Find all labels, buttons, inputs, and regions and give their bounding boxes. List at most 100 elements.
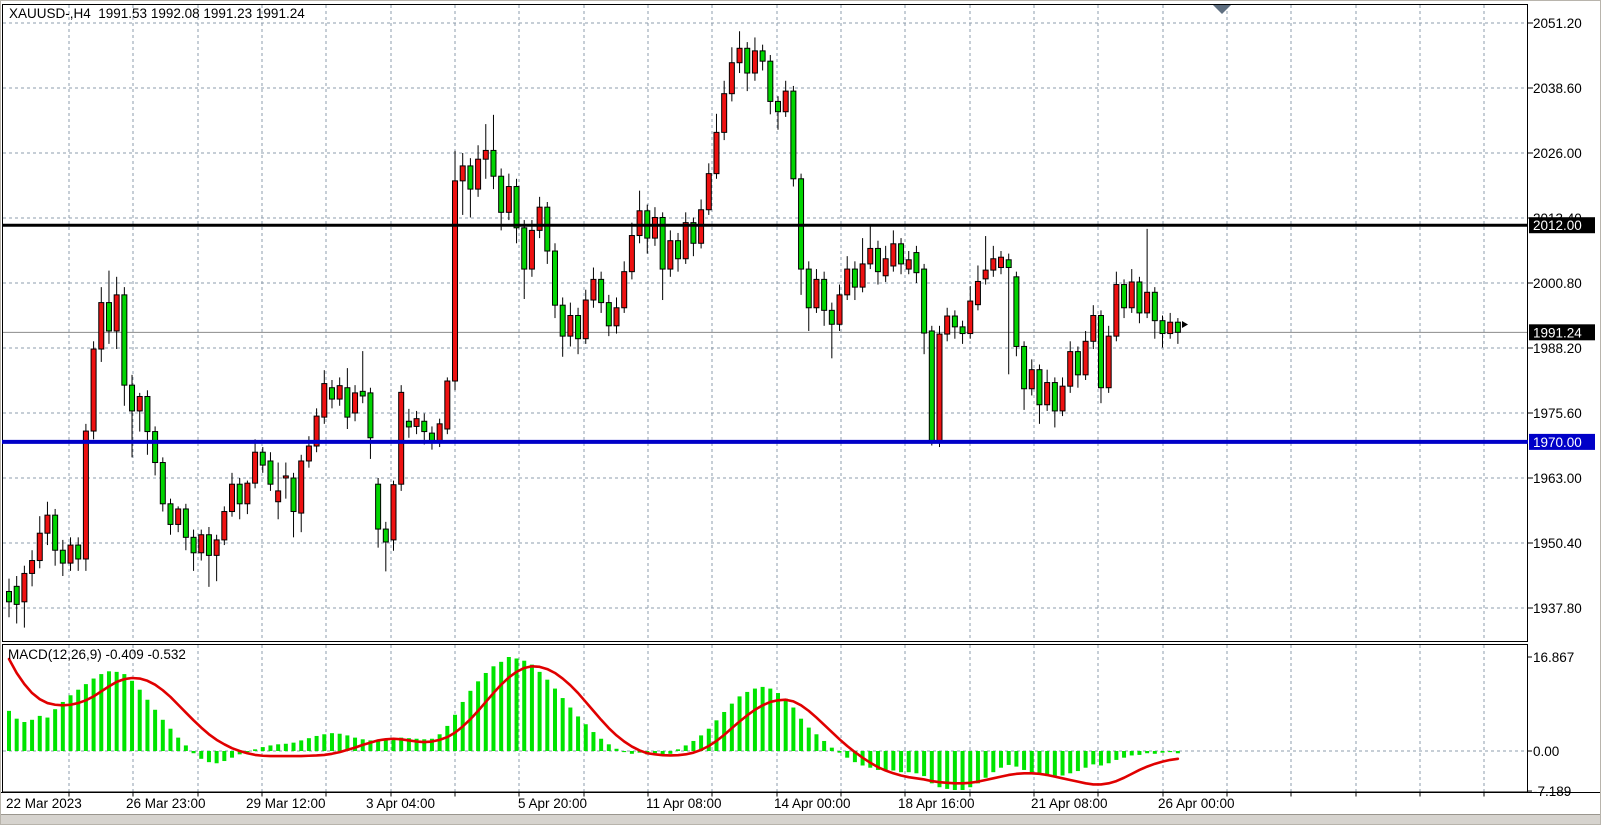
macd-bar bbox=[929, 751, 934, 784]
axis-label: -7.189 bbox=[1533, 784, 1571, 799]
candle-bull bbox=[36, 532, 43, 562]
candle-bull bbox=[567, 315, 574, 337]
candle-bull bbox=[721, 93, 728, 133]
candle-bull bbox=[113, 294, 120, 332]
candle-bull bbox=[1105, 335, 1112, 389]
macd-bar bbox=[1014, 751, 1019, 767]
macd-bar bbox=[376, 740, 381, 751]
price-tags: 2012.00 1991.24 1970.00 bbox=[1529, 217, 1595, 450]
candle-bear bbox=[1174, 321, 1181, 333]
candle-bear bbox=[6, 590, 12, 603]
candle-bull bbox=[936, 333, 943, 444]
macd-bar bbox=[660, 751, 665, 756]
candle-bull bbox=[736, 47, 743, 64]
macd-bar bbox=[322, 734, 327, 751]
candle-bull bbox=[21, 572, 28, 603]
macd-bar bbox=[783, 698, 788, 751]
time-label: 18 Apr 16:00 bbox=[898, 796, 975, 811]
candle-bull bbox=[390, 484, 397, 541]
macd-bar bbox=[752, 688, 757, 751]
macd-bar bbox=[1114, 751, 1119, 760]
macd-bar bbox=[983, 751, 988, 778]
candle-bear bbox=[575, 315, 582, 340]
candle-bull bbox=[867, 247, 874, 265]
macd-bar bbox=[1006, 751, 1011, 765]
macd-bar bbox=[1075, 751, 1080, 772]
macd-bar bbox=[1037, 751, 1042, 775]
macd-bar bbox=[160, 719, 165, 751]
candle-bear bbox=[1013, 276, 1020, 347]
macd-bar bbox=[714, 720, 719, 751]
candle-bear bbox=[775, 100, 781, 113]
time-label: 3 Apr 04:00 bbox=[366, 796, 435, 811]
candle-bear bbox=[75, 544, 82, 560]
last-close-marker-icon bbox=[1182, 321, 1188, 328]
candle-bull bbox=[751, 50, 758, 74]
candle-bear bbox=[152, 431, 159, 464]
price-tag bbox=[1529, 217, 1595, 234]
macd-bar bbox=[1022, 751, 1027, 770]
candlesticks[interactable] bbox=[6, 31, 1181, 628]
candle-bear bbox=[190, 536, 197, 554]
time-label: 26 Mar 23:00 bbox=[126, 796, 206, 811]
candle-bear bbox=[598, 278, 605, 304]
price-tag-text: 2012.00 bbox=[1533, 218, 1582, 233]
candle-bull bbox=[621, 271, 628, 309]
candle-bear bbox=[1136, 281, 1143, 314]
candle-bull bbox=[352, 392, 359, 414]
macd-bar bbox=[30, 719, 35, 751]
macd-bar bbox=[114, 671, 119, 751]
candle-bull bbox=[536, 206, 543, 231]
macd-bar bbox=[68, 695, 73, 751]
macd-bar bbox=[130, 680, 135, 751]
macd-bar bbox=[437, 734, 442, 751]
macd-bar bbox=[491, 666, 496, 751]
candle-bear bbox=[405, 420, 412, 428]
macd-signal-line bbox=[7, 657, 1180, 786]
macd-bar bbox=[268, 745, 273, 751]
candle-bull bbox=[998, 256, 1005, 269]
macd-bar bbox=[1045, 751, 1050, 777]
macd-bar bbox=[591, 732, 596, 751]
macd-bar bbox=[599, 738, 604, 751]
candle-bull bbox=[482, 149, 489, 160]
macd-bar bbox=[683, 745, 688, 751]
candle-bear bbox=[267, 460, 274, 485]
candle-bear bbox=[767, 60, 774, 102]
candle-bear bbox=[375, 483, 382, 530]
macd-bar bbox=[745, 691, 750, 751]
axis-label: 1963.00 bbox=[1533, 471, 1582, 486]
candle-bear bbox=[605, 302, 612, 327]
candle-bull bbox=[444, 380, 451, 430]
candle-bull bbox=[1067, 351, 1074, 387]
candle-bull bbox=[782, 90, 789, 113]
candle-bull bbox=[582, 299, 589, 340]
price-tag bbox=[1529, 433, 1595, 450]
candle-bear bbox=[928, 330, 935, 442]
macd-bar bbox=[814, 734, 819, 751]
macd-bar bbox=[1122, 751, 1127, 758]
candle-bull bbox=[974, 280, 981, 306]
candle-bull bbox=[1128, 281, 1135, 309]
macd-bar bbox=[791, 707, 796, 751]
time-axis[interactable] bbox=[1, 792, 1600, 814]
macd-bar bbox=[53, 709, 58, 751]
macd-bar bbox=[1152, 751, 1157, 754]
candle-bear bbox=[236, 483, 243, 505]
candle-bull bbox=[398, 391, 405, 485]
macd-bar bbox=[968, 751, 973, 788]
candle-bull bbox=[628, 235, 635, 273]
hline-objects[interactable] bbox=[2, 223, 1528, 444]
candle-bull bbox=[229, 483, 236, 513]
macd-bar bbox=[476, 681, 481, 751]
candle-bear bbox=[498, 175, 505, 213]
chart-title-ohlc: XAUUSD-,H4 1991.53 1992.08 1991.23 1991.… bbox=[9, 6, 305, 21]
candle-bear bbox=[874, 247, 881, 273]
candle-bear bbox=[344, 387, 351, 418]
price-axis[interactable] bbox=[1526, 1, 1600, 791]
axis-label: 2051.20 bbox=[1533, 16, 1582, 31]
axis-label: 2000.80 bbox=[1533, 276, 1582, 291]
candle-bear bbox=[744, 47, 751, 74]
